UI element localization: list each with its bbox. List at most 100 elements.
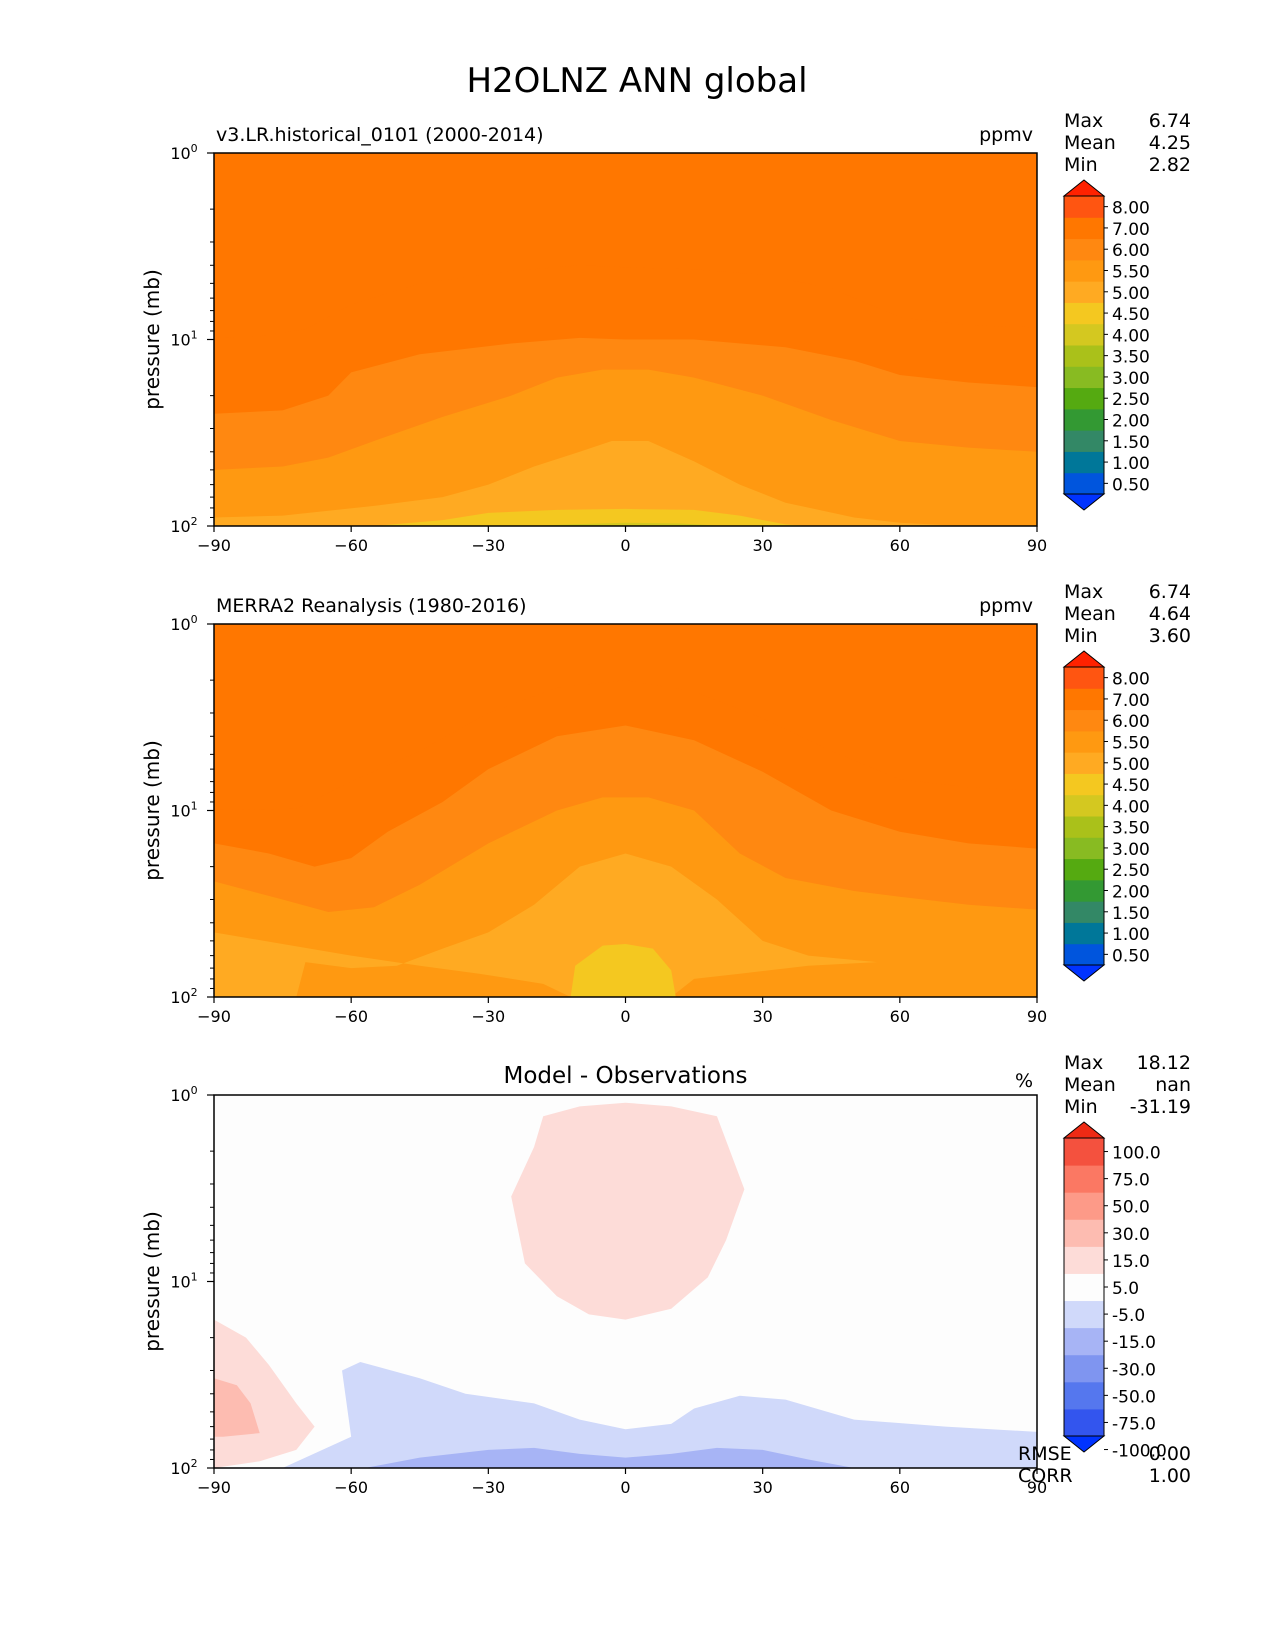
y-tick-base: 10 — [170, 988, 190, 1007]
colorbar-label: 100.0 — [1112, 1144, 1161, 1164]
colorbar-segment — [1064, 472, 1104, 495]
stat-label: Min — [1064, 625, 1098, 647]
colorbar-segment — [1064, 816, 1104, 838]
contour-region — [214, 853, 877, 997]
colorbar-label: 1.50 — [1112, 433, 1150, 453]
x-tick-label: 90 — [1027, 536, 1047, 555]
y-tick-label: 101 — [170, 1271, 197, 1292]
y-tick-base: 10 — [170, 1459, 190, 1478]
contour-region — [374, 508, 809, 526]
stat-value: 4.25 — [1149, 132, 1191, 154]
plot-area — [214, 1095, 1037, 1468]
y-tick-exponent: 1 — [191, 1271, 198, 1284]
colorbar-label: 2.00 — [1112, 412, 1150, 432]
colorbar-label: 5.00 — [1112, 284, 1150, 304]
x-tick-label: 30 — [752, 1478, 772, 1497]
colorbar-segment — [1064, 451, 1104, 474]
extra-stat-value: 0.00 — [1149, 1443, 1191, 1465]
x-tick-label: 0 — [620, 536, 630, 555]
colorbar-segment — [1064, 238, 1104, 261]
colorbar-segment — [1064, 837, 1104, 860]
x-tick-label: −30 — [471, 1007, 505, 1026]
stat-label: Max — [1064, 1052, 1103, 1074]
colorbar-label: 5.50 — [1112, 734, 1150, 754]
contour-region — [364, 1447, 855, 1468]
colorbar-label: 3.50 — [1112, 819, 1150, 839]
y-axis-label: pressure (mb) — [140, 740, 164, 881]
y-tick-label: 102 — [170, 515, 197, 536]
colorbar-extend-high — [1062, 1121, 1106, 1139]
y-tick-exponent: 2 — [191, 986, 198, 999]
contour-region — [214, 440, 1037, 526]
colorbar-segment — [1064, 1408, 1104, 1437]
panel-title-left: MERRA2 Reanalysis (1980-2016) — [216, 595, 527, 617]
plot-area — [214, 624, 1037, 997]
stat-label: Max — [1064, 110, 1103, 132]
plot-area — [214, 153, 1037, 526]
y-tick-base: 10 — [170, 802, 190, 821]
colorbar-label: 6.00 — [1112, 712, 1150, 732]
colorbar-label: 8.00 — [1112, 199, 1150, 219]
colorbar-label: 3.50 — [1112, 348, 1150, 368]
colorbar-segment — [1064, 302, 1104, 325]
colorbar-extend-low — [1062, 493, 1106, 511]
colorbar-extend-high — [1062, 179, 1106, 197]
y-tick-base: 10 — [170, 1086, 190, 1105]
colorbar-label: 4.00 — [1112, 797, 1150, 817]
y-tick-base: 10 — [170, 1273, 190, 1292]
colorbar-label: 4.00 — [1112, 326, 1150, 346]
y-tick-base: 10 — [170, 331, 190, 350]
colorbar-segment — [1064, 1246, 1104, 1274]
x-tick-label: 0 — [620, 1007, 630, 1026]
colorbar-label: 75.0 — [1112, 1171, 1150, 1191]
stat-value: 18.12 — [1137, 1052, 1191, 1074]
colorbar-segment — [1064, 196, 1104, 218]
colorbar-segment — [1064, 259, 1104, 282]
y-tick-label: 100 — [170, 1084, 197, 1105]
colorbar-label: 30.0 — [1112, 1225, 1150, 1245]
colorbar-segment — [1064, 1273, 1104, 1302]
colorbar-segment — [1064, 943, 1104, 966]
stat-value: 3.60 — [1149, 625, 1191, 647]
colorbar-segment — [1064, 408, 1104, 431]
colorbar-label: -30.0 — [1112, 1360, 1156, 1380]
colorbar-segment — [1064, 281, 1104, 303]
colorbar-frame — [1063, 195, 1105, 495]
colorbar-segment — [1064, 667, 1104, 689]
stat-label: Min — [1064, 154, 1098, 176]
colorbar-label: -75.0 — [1112, 1414, 1156, 1434]
colorbar-label: 7.00 — [1112, 220, 1150, 240]
colorbar-segment — [1064, 1138, 1104, 1166]
x-tick-label: 90 — [1027, 1007, 1047, 1026]
contour-region — [214, 1378, 260, 1437]
y-tick-label: 100 — [170, 142, 197, 163]
colorbar-label: 2.50 — [1112, 861, 1150, 881]
x-tick-label: −60 — [334, 536, 368, 555]
colorbar-segment — [1064, 1192, 1104, 1220]
y-tick-exponent: 1 — [191, 800, 198, 813]
colorbar-label: 4.50 — [1112, 776, 1150, 796]
x-tick-label: 90 — [1027, 1478, 1047, 1497]
colorbar-segment — [1064, 858, 1104, 881]
colorbar-segment — [1064, 430, 1104, 452]
x-tick-label: −90 — [197, 1007, 231, 1026]
colorbar-segment — [1064, 922, 1104, 945]
colorbar-label: -100.0 — [1112, 1442, 1167, 1462]
colorbar-segment — [1064, 217, 1104, 240]
extra-stat-value: 1.00 — [1149, 1465, 1191, 1487]
colorbar-label: 4.50 — [1112, 305, 1150, 325]
y-tick-label: 100 — [170, 613, 197, 634]
colorbar-extend-low — [1062, 964, 1106, 982]
colorbar-label: 3.00 — [1112, 840, 1150, 860]
colorbar-label: 8.00 — [1112, 670, 1150, 690]
stat-value: 2.82 — [1149, 154, 1191, 176]
y-tick-exponent: 0 — [191, 613, 198, 626]
colorbar-label: 0.50 — [1112, 946, 1150, 966]
colorbar-segment — [1064, 366, 1104, 389]
stat-label: Mean — [1064, 603, 1116, 625]
stat-label: Min — [1064, 1096, 1098, 1118]
panel-title-left: v3.LR.historical_0101 (2000-2014) — [216, 124, 544, 146]
colorbar-label: 1.00 — [1112, 925, 1150, 945]
colorbar-label: 5.00 — [1112, 755, 1150, 775]
colorbar-label: 15.0 — [1112, 1252, 1150, 1272]
